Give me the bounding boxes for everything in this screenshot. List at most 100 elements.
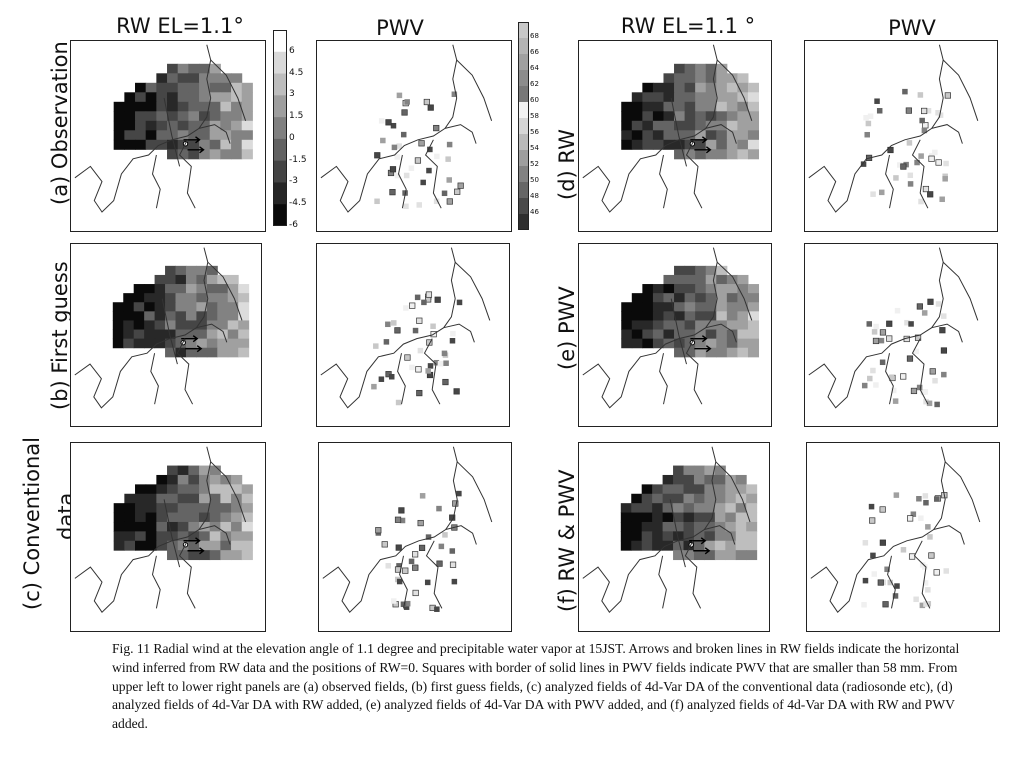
rw-cell: [684, 320, 696, 331]
rw-cell: [177, 111, 189, 122]
river-line: [399, 555, 408, 609]
rw-cell: [238, 320, 250, 331]
rw-cell: [220, 149, 232, 160]
rw-cell: [175, 274, 187, 285]
rw-cell: [165, 284, 176, 294]
rw-cell: [641, 531, 653, 542]
rw-cell: [231, 139, 243, 150]
rw-cell: [175, 347, 187, 358]
colorbar-tick-label: -3: [289, 176, 298, 187]
river-line: [456, 59, 493, 121]
pwv-station: [878, 337, 885, 344]
rw-cell: [185, 274, 197, 285]
rw-cell: [188, 493, 200, 504]
rw-cell: [642, 293, 654, 303]
pwv-station: [918, 153, 924, 159]
pwv-station: [445, 156, 451, 162]
rw-cell: [188, 120, 200, 131]
rw-cell: [695, 329, 707, 340]
rw-cell: [716, 92, 728, 103]
pwv-station: [402, 567, 409, 574]
rw-cell: [704, 503, 716, 514]
rw-cell: [231, 503, 243, 514]
pwv-station: [879, 506, 886, 513]
rw-cell: [217, 274, 229, 285]
rw-cell: [167, 73, 179, 84]
rw-cell: [735, 550, 747, 561]
colorbar-swatch: [273, 204, 287, 226]
rw-cell: [641, 503, 653, 514]
rw-cell: [674, 120, 686, 131]
river-line: [885, 154, 894, 209]
rw-cell: [206, 284, 218, 294]
row-label-e: (e) PWV: [555, 286, 579, 370]
rw-cell: [220, 120, 232, 131]
pwv-station: [408, 558, 415, 565]
rw-cell: [188, 82, 200, 93]
pwv-colorbar: [518, 22, 529, 230]
pwv-station: [449, 338, 456, 344]
colorbar-swatch: [273, 160, 287, 183]
rw-cell: [620, 531, 632, 542]
rw-cell: [156, 73, 168, 84]
rw-cell: [673, 531, 684, 542]
rw-cell: [726, 338, 738, 349]
rw-cell: [188, 130, 200, 141]
pwv-station: [443, 360, 449, 366]
rw-cell: [145, 139, 157, 150]
pwv-station: [908, 321, 914, 327]
wind-arrow: [689, 537, 707, 545]
rw-cell: [135, 503, 147, 514]
rw-cell: [156, 512, 168, 523]
river-line: [207, 261, 243, 321]
rw-cell: [165, 320, 176, 331]
rw-cell: [196, 338, 208, 349]
rw-cell: [220, 101, 232, 112]
map-plot: [320, 44, 493, 213]
pwv-station: [395, 544, 402, 551]
pwv-station: [433, 124, 440, 132]
pwv-station: [900, 163, 907, 170]
panel-e-rw: [578, 243, 772, 427]
rw-cell: [241, 531, 253, 542]
rw-cell: [631, 320, 643, 331]
rw-cell: [113, 540, 125, 551]
pwv-station: [403, 203, 409, 210]
rw-cell: [693, 474, 705, 485]
colorbar-tick-label: -6: [289, 220, 298, 230]
rw-cell: [663, 274, 675, 285]
pwv-station: [862, 540, 869, 546]
pwv-station: [396, 563, 402, 569]
pwv-station: [892, 398, 899, 404]
rw-cell: [737, 293, 749, 303]
rw-cell: [206, 320, 218, 331]
colorbar-tick-label: 58: [530, 112, 539, 120]
pwv-station: [403, 604, 410, 610]
colorbar-tick-label: 56: [530, 128, 539, 136]
rw-cell: [695, 92, 707, 103]
rw-cell: [238, 338, 250, 349]
rw-cell: [662, 493, 674, 504]
rw-cell: [663, 139, 675, 150]
rw-cell: [165, 265, 176, 276]
rw-cell: [145, 521, 157, 532]
rw-cell: [199, 101, 211, 112]
river-line: [942, 261, 979, 321]
rw-cell: [726, 111, 738, 122]
pwv-station: [919, 117, 925, 124]
rw-cell: [663, 82, 675, 93]
pwv-station: [910, 387, 918, 395]
colorbar-swatch: [518, 22, 529, 39]
rw-cell: [735, 521, 747, 532]
rw-cell: [177, 73, 189, 84]
pwv-station: [417, 347, 424, 354]
rw-cell: [652, 120, 664, 131]
rw-cell: [747, 320, 760, 331]
rw-cell: [209, 540, 221, 551]
rw-cell: [631, 531, 643, 542]
pwv-station: [925, 587, 931, 593]
pwv-station: [919, 602, 926, 609]
rw-cell: [199, 82, 211, 93]
rw-cell: [684, 101, 696, 112]
rw-cell: [209, 493, 221, 504]
